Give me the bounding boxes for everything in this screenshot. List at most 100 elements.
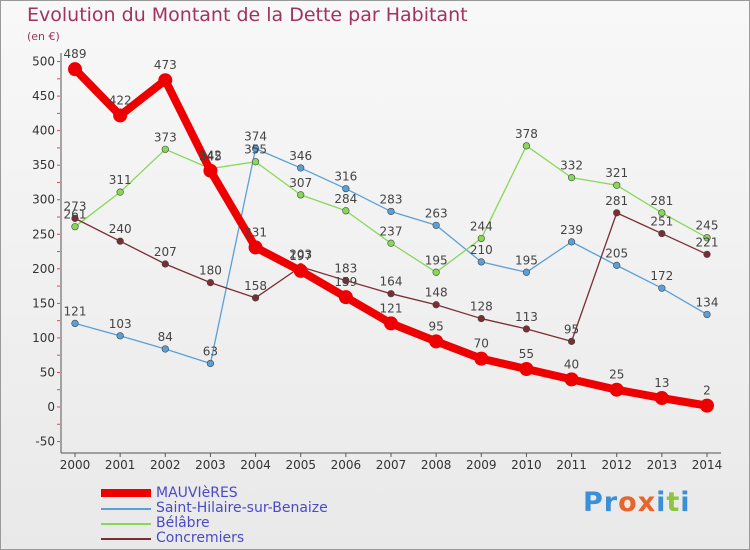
data-point [567, 337, 576, 345]
x-tick-label: 2014 [692, 458, 723, 472]
data-label: 63 [203, 344, 218, 358]
x-tick-label: 2011 [556, 458, 587, 472]
data-point [703, 234, 711, 242]
data-label: 373 [154, 130, 177, 144]
legend-item-saint-hilaire: Saint-Hilaire-sur-Benaize [101, 500, 421, 516]
data-point [161, 345, 169, 353]
logo-letter: P [583, 487, 604, 518]
data-label: 332 [560, 159, 583, 173]
logo-letter: x [637, 487, 657, 518]
data-label: 345 [199, 150, 222, 164]
data-label: 25 [609, 368, 624, 382]
y-tick-label: 400 [32, 124, 55, 138]
data-label: 244 [470, 219, 493, 233]
data-label: 237 [380, 224, 403, 238]
data-point [113, 108, 128, 123]
y-tick-label: 0 [47, 400, 55, 414]
y-tick-label: 150 [32, 296, 55, 310]
data-point [71, 319, 79, 328]
data-label: 103 [109, 317, 132, 331]
data-point [297, 164, 305, 172]
logo-letter: o [618, 487, 638, 518]
data-label: 128 [470, 300, 493, 314]
data-label: 172 [650, 269, 673, 283]
data-label: 164 [380, 275, 403, 289]
legend-item-belabre: Bélâbre [101, 515, 421, 531]
data-point [658, 284, 666, 292]
data-point [700, 398, 714, 413]
data-point [203, 163, 218, 178]
data-label: 378 [515, 127, 538, 141]
data-point [251, 158, 260, 166]
data-point [387, 207, 395, 216]
data-label: 284 [334, 192, 357, 206]
data-point [474, 351, 489, 366]
x-tick-label: 2009 [466, 458, 497, 472]
legend-swatch-concremiers [101, 538, 151, 540]
data-point [703, 250, 711, 258]
data-label: 195 [425, 253, 448, 267]
data-label: 159 [334, 275, 357, 289]
data-label: 273 [64, 199, 87, 213]
x-tick-label: 2002 [150, 458, 181, 472]
data-point [658, 229, 666, 238]
data-label: 95 [564, 322, 579, 336]
logo-letter: r [603, 487, 619, 518]
data-point [703, 310, 711, 319]
legend-item-concremiers: Concremiers [101, 530, 421, 546]
data-label: 346 [289, 149, 312, 163]
data-point [251, 294, 260, 302]
data-label: 355 [244, 143, 267, 157]
legend-swatch-saint-hilaire [101, 508, 151, 510]
data-point [248, 240, 263, 255]
data-point [384, 316, 398, 331]
data-point [338, 290, 353, 305]
data-point [477, 234, 485, 243]
data-label: 221 [696, 235, 719, 249]
data-label: 84 [158, 330, 173, 344]
legend-swatch-belabre [101, 523, 151, 525]
logo-letter: i [680, 487, 691, 518]
x-tick-label: 2005 [285, 458, 316, 472]
data-point [116, 332, 124, 340]
data-point [432, 221, 440, 229]
data-label: 70 [474, 337, 489, 351]
y-tick-label: 350 [32, 158, 55, 172]
data-point [387, 290, 395, 298]
data-point [609, 382, 624, 397]
data-point [71, 223, 79, 231]
logo-letter: t [666, 487, 681, 518]
logo-letter: i [656, 487, 667, 518]
y-tick-label: -50 [35, 435, 55, 449]
data-label: 422 [109, 93, 132, 107]
data-point [477, 258, 485, 266]
data-label: 307 [289, 176, 312, 190]
y-tick-label: 500 [32, 55, 55, 69]
x-tick-label: 2003 [195, 458, 226, 472]
data-label: 148 [425, 286, 448, 300]
data-point [519, 362, 534, 377]
data-point [387, 239, 395, 247]
data-point [161, 260, 169, 268]
data-label: 158 [244, 279, 267, 293]
data-point [429, 334, 444, 349]
data-label: 261 [64, 208, 87, 222]
data-point [522, 325, 531, 333]
data-label: 113 [515, 310, 538, 324]
x-tick-label: 2000 [60, 458, 91, 472]
data-point [567, 238, 576, 246]
data-point [206, 359, 215, 368]
legend-label-saint-hilaire: Saint-Hilaire-sur-Benaize [156, 500, 328, 516]
data-label: 281 [650, 194, 673, 208]
x-tick-label: 2001 [105, 458, 136, 472]
data-point [564, 372, 579, 387]
y-tick-label: 250 [32, 227, 55, 241]
data-point [613, 181, 621, 189]
data-point [522, 142, 531, 150]
data-label: 374 [244, 130, 267, 144]
data-point [297, 191, 305, 199]
data-point [654, 391, 669, 406]
data-point [613, 209, 621, 217]
